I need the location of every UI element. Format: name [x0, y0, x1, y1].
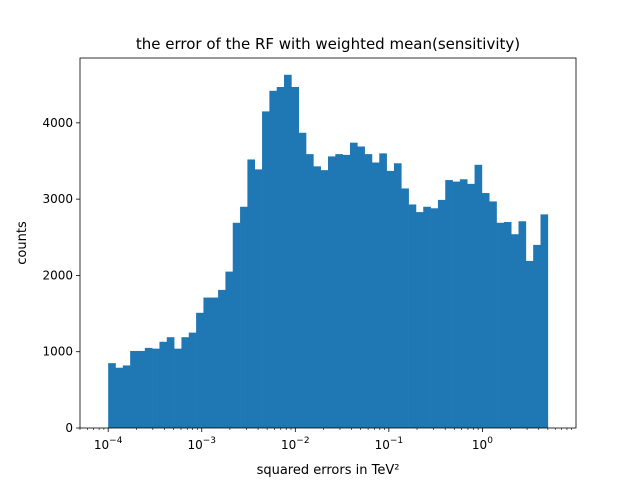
histogram-bar — [401, 188, 409, 428]
y-axis-ticks: 0 1000 2000 3000 4000 — [42, 116, 80, 435]
histogram-bar — [240, 206, 248, 428]
histogram-bar — [511, 234, 519, 428]
histogram-bar — [335, 154, 343, 428]
histogram-bar — [349, 142, 358, 428]
histogram-bar — [481, 193, 490, 428]
histogram-bar — [320, 170, 329, 428]
histogram-bar — [445, 180, 453, 428]
histogram-bar — [254, 169, 263, 428]
histogram-bar — [262, 111, 270, 429]
y-tick-label: 2000 — [42, 268, 73, 282]
histogram-bar — [496, 222, 505, 428]
y-tick-label: 4000 — [42, 116, 73, 130]
histogram-bar — [364, 154, 373, 428]
histogram-bar — [371, 162, 380, 428]
histogram-bar — [459, 179, 468, 428]
histogram-bar — [276, 86, 285, 429]
histogram-bar — [210, 297, 219, 428]
histogram-bar — [540, 214, 549, 428]
histogram-bar — [430, 208, 439, 428]
histogram-bar — [159, 341, 168, 428]
histogram-bar — [284, 74, 292, 428]
x-tick-label: 10−2 — [281, 436, 310, 452]
histogram-bar — [489, 201, 497, 428]
histogram-bar — [188, 332, 197, 428]
y-tick-label: 1000 — [42, 345, 73, 359]
histogram-bar — [203, 297, 212, 428]
histogram-bar — [415, 212, 424, 428]
plot-frame — [79, 57, 577, 429]
histogram-bar — [408, 204, 417, 428]
histogram-bar — [393, 163, 402, 428]
histogram-bar — [291, 86, 299, 429]
x-tick-label: 10−1 — [375, 436, 404, 452]
y-axis-label: counts — [15, 221, 30, 265]
x-tick-label: 10−3 — [187, 436, 216, 452]
histogram-bar — [474, 164, 483, 429]
histogram-bar — [379, 153, 387, 429]
histogram-bar — [298, 132, 307, 428]
histogram-bar — [467, 183, 475, 428]
histogram-bar — [518, 221, 527, 428]
histogram-bar — [225, 271, 234, 428]
chart-title: the error of the RF with weighted mean(s… — [136, 35, 520, 53]
histogram-bar — [174, 348, 182, 428]
histogram-bar — [313, 166, 321, 428]
histogram-bar — [386, 170, 395, 428]
histogram-bar — [166, 337, 175, 428]
histogram-bars — [108, 74, 549, 429]
histogram-bar — [130, 350, 138, 428]
x-axis-label: squared errors in TeV² — [257, 463, 400, 478]
y-tick-label: 0 — [65, 421, 73, 435]
histogram-bar — [269, 90, 278, 429]
histogram-bar — [122, 365, 131, 428]
histogram-bar — [152, 348, 160, 428]
histogram-bar — [437, 199, 446, 428]
histogram-bar — [357, 146, 365, 429]
histogram-bar — [328, 156, 336, 428]
histogram-bar — [503, 222, 512, 428]
y-tick-label: 3000 — [42, 192, 73, 206]
histogram-bar — [115, 367, 124, 428]
x-tick-label: 10−4 — [94, 436, 123, 452]
histogram-bar — [144, 347, 153, 428]
histogram-bar — [181, 337, 190, 428]
x-tick-label: 100 — [472, 436, 493, 452]
x-axis-ticks: 10−4 10−3 10−2 10−1 100 — [79, 428, 573, 452]
histogram-bar — [525, 260, 534, 428]
histogram-bar — [137, 350, 146, 428]
histogram-bar — [196, 312, 204, 428]
histogram-bar — [342, 154, 351, 428]
histogram-bar — [232, 222, 241, 428]
histogram-bar — [218, 289, 226, 428]
histogram-bar — [423, 206, 431, 428]
histogram-bar — [108, 363, 116, 428]
histogram-bar — [306, 154, 314, 428]
histogram-bar — [247, 159, 256, 428]
histogram-bar — [452, 181, 461, 428]
histogram-bar — [533, 244, 541, 428]
